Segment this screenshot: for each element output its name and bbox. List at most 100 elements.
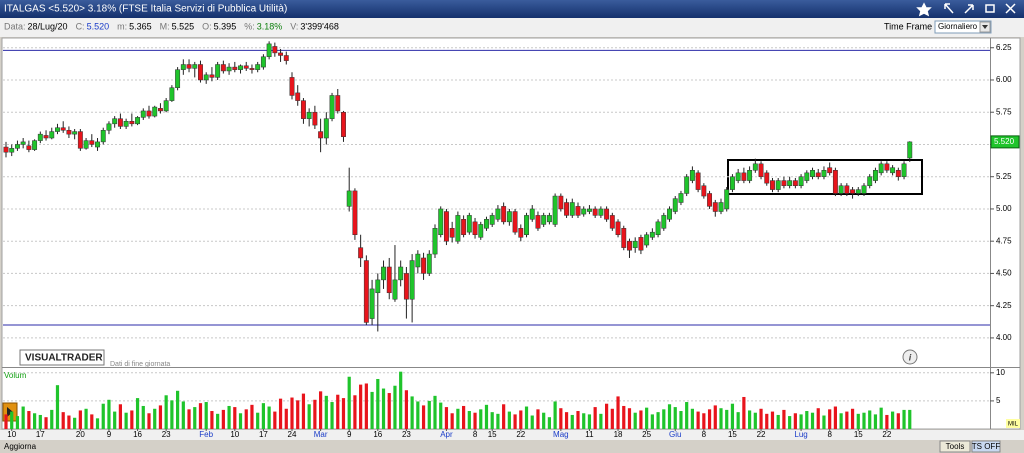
- candle-body: [198, 64, 203, 81]
- candle-body: [209, 74, 215, 78]
- volume-bar: [908, 409, 912, 429]
- x-axis-bar: [0, 430, 1024, 440]
- candle-body: [289, 77, 295, 96]
- volume-tick-label: 5: [996, 396, 1001, 405]
- candle-body: [375, 279, 381, 294]
- ts-button-frame[interactable]: [971, 440, 1001, 453]
- volume-bar: [158, 405, 163, 429]
- candle-body: [798, 176, 804, 186]
- info-value: 5.520: [87, 21, 110, 31]
- candle-body: [815, 172, 821, 177]
- info-icon[interactable]: i: [902, 349, 918, 365]
- candle-body: [9, 148, 15, 153]
- volume-bar: [336, 394, 340, 429]
- x-tick-label: 22: [516, 430, 525, 439]
- candle-body: [443, 211, 449, 242]
- candle-body: [415, 253, 421, 268]
- candle-body: [358, 247, 364, 259]
- volume-bar: [748, 410, 752, 429]
- candle-body: [586, 208, 592, 212]
- ts-button[interactable]: TS OFF: [972, 442, 1001, 451]
- info-value: 3'399'468: [300, 21, 338, 31]
- volume-bar: [805, 411, 809, 429]
- volume-bar: [776, 414, 780, 429]
- candle-body: [564, 202, 570, 216]
- volume-bar: [707, 409, 712, 429]
- candle-body: [770, 180, 775, 190]
- close-icon[interactable]: [1005, 3, 1016, 14]
- candle-body: [821, 170, 827, 177]
- restore-icon[interactable]: [985, 4, 995, 13]
- volume-bar: [645, 407, 649, 429]
- detach-icon[interactable]: [964, 4, 974, 14]
- volume-bar: [21, 406, 25, 429]
- volume-bar: [879, 407, 883, 429]
- chart-area: [1, 37, 1021, 430]
- candle-body: [392, 279, 398, 300]
- candle-body: [735, 172, 741, 181]
- candle-body: [484, 219, 489, 229]
- candle-body: [541, 215, 547, 225]
- candle-body: [129, 121, 135, 125]
- volume-bar: [135, 398, 140, 429]
- candle-body: [884, 163, 890, 171]
- info-value: 28/Lug/20: [28, 21, 68, 31]
- volume-bar: [828, 409, 832, 429]
- volume-bar: [662, 409, 666, 429]
- candle-body: [529, 208, 535, 220]
- candle-body: [787, 180, 793, 186]
- candle-body: [581, 208, 587, 215]
- volume-bar: [261, 403, 265, 429]
- volume-bar: [673, 407, 677, 429]
- volume-bar: [27, 411, 31, 429]
- volume-bar: [856, 413, 860, 429]
- tools-button-frame[interactable]: [939, 440, 971, 453]
- candle-body: [861, 185, 867, 194]
- y-tick-label: 4.00: [996, 333, 1012, 342]
- volume-bar: [61, 412, 65, 429]
- time-frame-select[interactable]: [934, 20, 992, 34]
- volume-bar: [427, 400, 431, 429]
- candle-body: [667, 208, 672, 220]
- candle-body: [741, 172, 747, 181]
- candle-body: [649, 231, 655, 238]
- volume-tick-label: 10: [996, 368, 1005, 377]
- candle-body: [804, 172, 810, 181]
- volume-bar: [519, 410, 523, 429]
- window-title: ITALGAS <5.520> 3.18% (FTSE Italia Servi…: [4, 4, 287, 15]
- volume-bar: [788, 416, 792, 429]
- candle-body: [300, 100, 306, 119]
- volume-bar: [736, 412, 740, 429]
- candle-body: [907, 141, 913, 159]
- update-button[interactable]: Aggiorna: [4, 442, 37, 451]
- pin-icon[interactable]: [944, 3, 954, 14]
- info-label: M:: [160, 21, 170, 31]
- volume-bar: [610, 408, 614, 429]
- candle-body: [272, 46, 278, 54]
- volume-bar: [656, 412, 660, 429]
- volume-bar: [627, 408, 632, 429]
- candle-body: [558, 195, 564, 210]
- tools-button[interactable]: Tools: [946, 442, 965, 451]
- volume-bar: [885, 414, 889, 429]
- x-tick-label: 22: [882, 430, 891, 439]
- candle-body: [95, 141, 100, 148]
- volume-bar: [616, 396, 620, 429]
- info-label: V:: [290, 21, 298, 31]
- volume-bar: [376, 378, 380, 429]
- candle-body: [49, 131, 55, 139]
- volume-bar: [530, 415, 534, 429]
- candle-body: [592, 208, 598, 216]
- y-tick-label: 4.25: [996, 301, 1012, 310]
- volume-bar: [250, 404, 254, 429]
- candle-body: [518, 228, 524, 238]
- volume-bar: [713, 405, 717, 429]
- y-tick-label: 6.00: [996, 75, 1012, 84]
- volume-bar: [770, 411, 775, 429]
- favorite-icon[interactable]: [916, 2, 932, 17]
- volume-bar: [507, 411, 511, 429]
- candle-body: [123, 121, 129, 127]
- candle-body: [255, 64, 261, 70]
- candle-body: [403, 273, 409, 300]
- volume-bar: [147, 413, 151, 429]
